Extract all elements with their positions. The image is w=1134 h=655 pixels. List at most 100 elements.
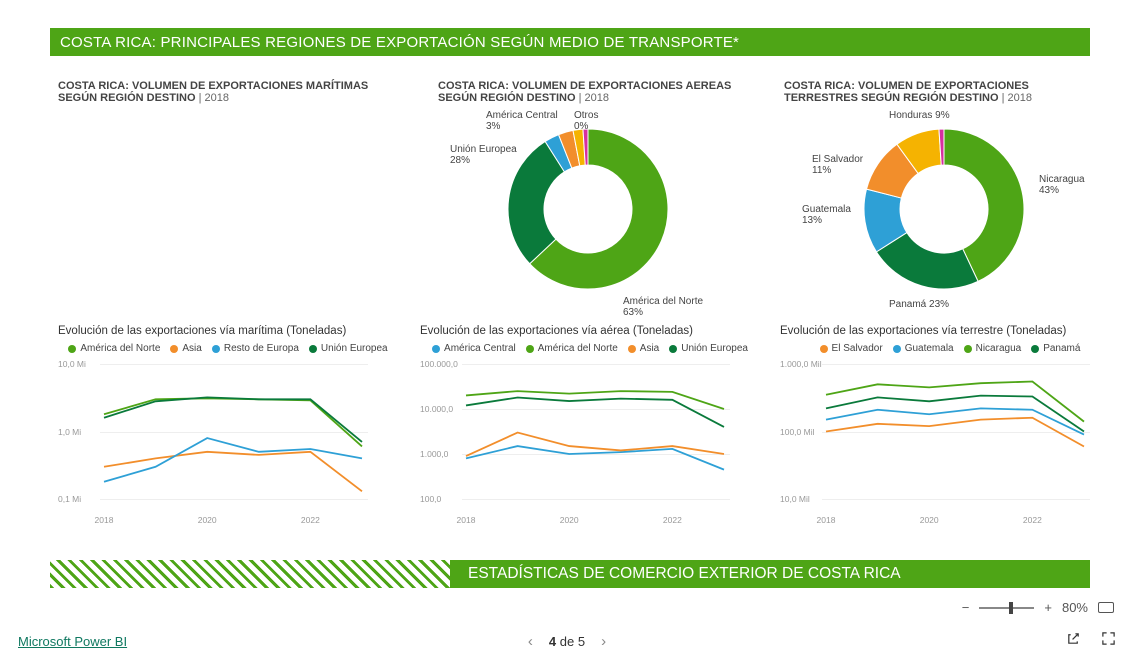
- page-title-text: COSTA RICA: PRINCIPALES REGIONES DE EXPO…: [60, 34, 739, 51]
- footer-band: ESTADÍSTICAS DE COMERCIO EXTERIOR DE COS…: [50, 560, 1090, 588]
- powerbi-toolbar: Microsoft Power BI ‹ 4 de 5 ›: [0, 627, 1134, 655]
- panel-maritime-line: Evolución de las exportaciones vía marít…: [58, 325, 398, 513]
- legend-swatch: [309, 345, 317, 353]
- maritime-donut-title: COSTA RICA: VOLUMEN DE EXPORTACIONES MAR…: [58, 80, 388, 104]
- legend-label: Asia: [182, 343, 201, 354]
- fit-to-page-icon[interactable]: [1098, 602, 1114, 613]
- footer-text: ESTADÍSTICAS DE COMERCIO EXTERIOR DE COS…: [468, 565, 901, 583]
- zoom-slider[interactable]: [979, 607, 1034, 609]
- legend-label: América Central: [444, 343, 516, 354]
- legend-item[interactable]: América Central: [432, 343, 516, 354]
- land-donut-chart[interactable]: Nicaragua 43%Panamá 23%Guatemala 13%El S…: [834, 114, 1054, 314]
- zoom-controls: − + 80%: [962, 600, 1114, 615]
- legend-item[interactable]: Nicaragua: [964, 343, 1022, 354]
- legend-item[interactable]: Unión Europea: [309, 343, 388, 354]
- legend-swatch: [1031, 345, 1039, 353]
- page-sep: de: [556, 634, 578, 649]
- donut-slice-label: Otros 0%: [574, 110, 598, 132]
- next-page-button[interactable]: ›: [601, 633, 606, 650]
- legend-label: Panamá: [1043, 343, 1080, 354]
- air-donut-title: COSTA RICA: VOLUMEN DE EXPORTACIONES AER…: [438, 80, 758, 104]
- page-indicator: 4 de 5: [549, 634, 585, 649]
- donut-slice-label: Unión Europea 28%: [450, 144, 517, 166]
- legend-label: América del Norte: [80, 343, 160, 354]
- maritime-title-year: | 2018: [196, 92, 229, 104]
- land-line-chart[interactable]: 1.000,0 Mil100,0 Mil10,0 Mil201820202022: [780, 358, 1090, 513]
- legend-label: América del Norte: [538, 343, 618, 354]
- zoom-value: 80%: [1062, 600, 1088, 615]
- x-tick-label: 2018: [95, 515, 114, 525]
- air-line-title: Evolución de las exportaciones vía aérea…: [420, 325, 760, 337]
- legend-item[interactable]: Asia: [628, 343, 659, 354]
- legend-label: Resto de Europa: [224, 343, 299, 354]
- donut-slice-label: Nicaragua 43%: [1039, 174, 1085, 196]
- legend-label: Unión Europea: [321, 343, 388, 354]
- legend-swatch: [432, 345, 440, 353]
- legend-item[interactable]: El Salvador: [820, 343, 883, 354]
- legend-item[interactable]: Panamá: [1031, 343, 1080, 354]
- x-tick-label: 2022: [1023, 515, 1042, 525]
- land-title-text: COSTA RICA: VOLUMEN DE EXPORTACIONES TER…: [784, 80, 1029, 104]
- legend-label: Unión Europea: [681, 343, 748, 354]
- x-tick-label: 2020: [560, 515, 579, 525]
- legend-item[interactable]: Guatemala: [893, 343, 954, 354]
- footer-hatch: [50, 560, 450, 588]
- legend-swatch: [820, 345, 828, 353]
- footer-text-bar: ESTADÍSTICAS DE COMERCIO EXTERIOR DE COS…: [450, 560, 1090, 588]
- legend-item[interactable]: Resto de Europa: [212, 343, 299, 354]
- land-legend[interactable]: El Salvador Guatemala Nicaragua Panamá: [780, 343, 1120, 354]
- x-tick-label: 2018: [817, 515, 836, 525]
- maritime-line-chart[interactable]: 10,0 Mi1,0 Mi0,1 Mi201820202022: [58, 358, 368, 513]
- legend-item[interactable]: Unión Europea: [669, 343, 748, 354]
- prev-page-button[interactable]: ‹: [528, 633, 533, 650]
- donut-slice-label: Honduras 9%: [889, 110, 950, 121]
- legend-swatch: [628, 345, 636, 353]
- report-canvas: COSTA RICA: PRINCIPALES REGIONES DE EXPO…: [0, 0, 1134, 620]
- donut-slice-label: América Central 3%: [486, 110, 558, 132]
- panel-land-donut: COSTA RICA: VOLUMEN DE EXPORTACIONES TER…: [784, 80, 1104, 314]
- zoom-in-button[interactable]: +: [1044, 600, 1052, 615]
- maritime-legend[interactable]: América del Norte Asia Resto de Europa Unió…: [58, 343, 398, 354]
- page-total: 5: [578, 634, 585, 649]
- legend-label: Guatemala: [905, 343, 954, 354]
- legend-label: Asia: [640, 343, 659, 354]
- air-line-chart[interactable]: 100.000,010.000,01.000,0100,020182020202…: [420, 358, 730, 513]
- panel-maritime-donut: COSTA RICA: VOLUMEN DE EXPORTACIONES MAR…: [58, 80, 388, 104]
- legend-label: El Salvador: [832, 343, 883, 354]
- page-navigator: ‹ 4 de 5 ›: [528, 633, 606, 650]
- legend-swatch: [212, 345, 220, 353]
- air-legend[interactable]: América Central América del Norte Asia Unió…: [420, 343, 760, 354]
- x-tick-label: 2020: [920, 515, 939, 525]
- powerbi-brand-link[interactable]: Microsoft Power BI: [18, 634, 127, 649]
- legend-swatch: [893, 345, 901, 353]
- donut-slice-label: Panamá 23%: [889, 299, 949, 310]
- maritime-line-title: Evolución de las exportaciones vía marít…: [58, 325, 398, 337]
- air-title-year: | 2018: [576, 92, 609, 104]
- share-icon[interactable]: [1066, 631, 1081, 651]
- legend-item[interactable]: América del Norte: [526, 343, 618, 354]
- panel-air-line: Evolución de las exportaciones vía aérea…: [420, 325, 760, 513]
- fullscreen-icon[interactable]: [1101, 631, 1116, 651]
- donut-slice-label: El Salvador 11%: [812, 154, 863, 176]
- toolbar-actions: [1066, 631, 1116, 651]
- legend-item[interactable]: América del Norte: [68, 343, 160, 354]
- x-tick-label: 2022: [301, 515, 320, 525]
- legend-swatch: [68, 345, 76, 353]
- panel-land-line: Evolución de las exportaciones vía terre…: [780, 325, 1120, 513]
- land-title-year: | 2018: [999, 92, 1032, 104]
- legend-item[interactable]: Asia: [170, 343, 201, 354]
- panel-air-donut: COSTA RICA: VOLUMEN DE EXPORTACIONES AER…: [438, 80, 758, 314]
- air-donut-chart[interactable]: América del Norte 63%Unión Europea 28%Am…: [478, 114, 698, 314]
- x-tick-label: 2018: [457, 515, 476, 525]
- x-tick-label: 2022: [663, 515, 682, 525]
- legend-label: Nicaragua: [976, 343, 1022, 354]
- page-title-bar: COSTA RICA: PRINCIPALES REGIONES DE EXPO…: [50, 28, 1090, 56]
- zoom-slider-thumb[interactable]: [1009, 602, 1013, 614]
- donut-slice-label: Guatemala 13%: [802, 204, 851, 226]
- x-tick-label: 2020: [198, 515, 217, 525]
- zoom-out-button[interactable]: −: [962, 600, 970, 615]
- legend-swatch: [170, 345, 178, 353]
- legend-swatch: [964, 345, 972, 353]
- legend-swatch: [526, 345, 534, 353]
- legend-swatch: [669, 345, 677, 353]
